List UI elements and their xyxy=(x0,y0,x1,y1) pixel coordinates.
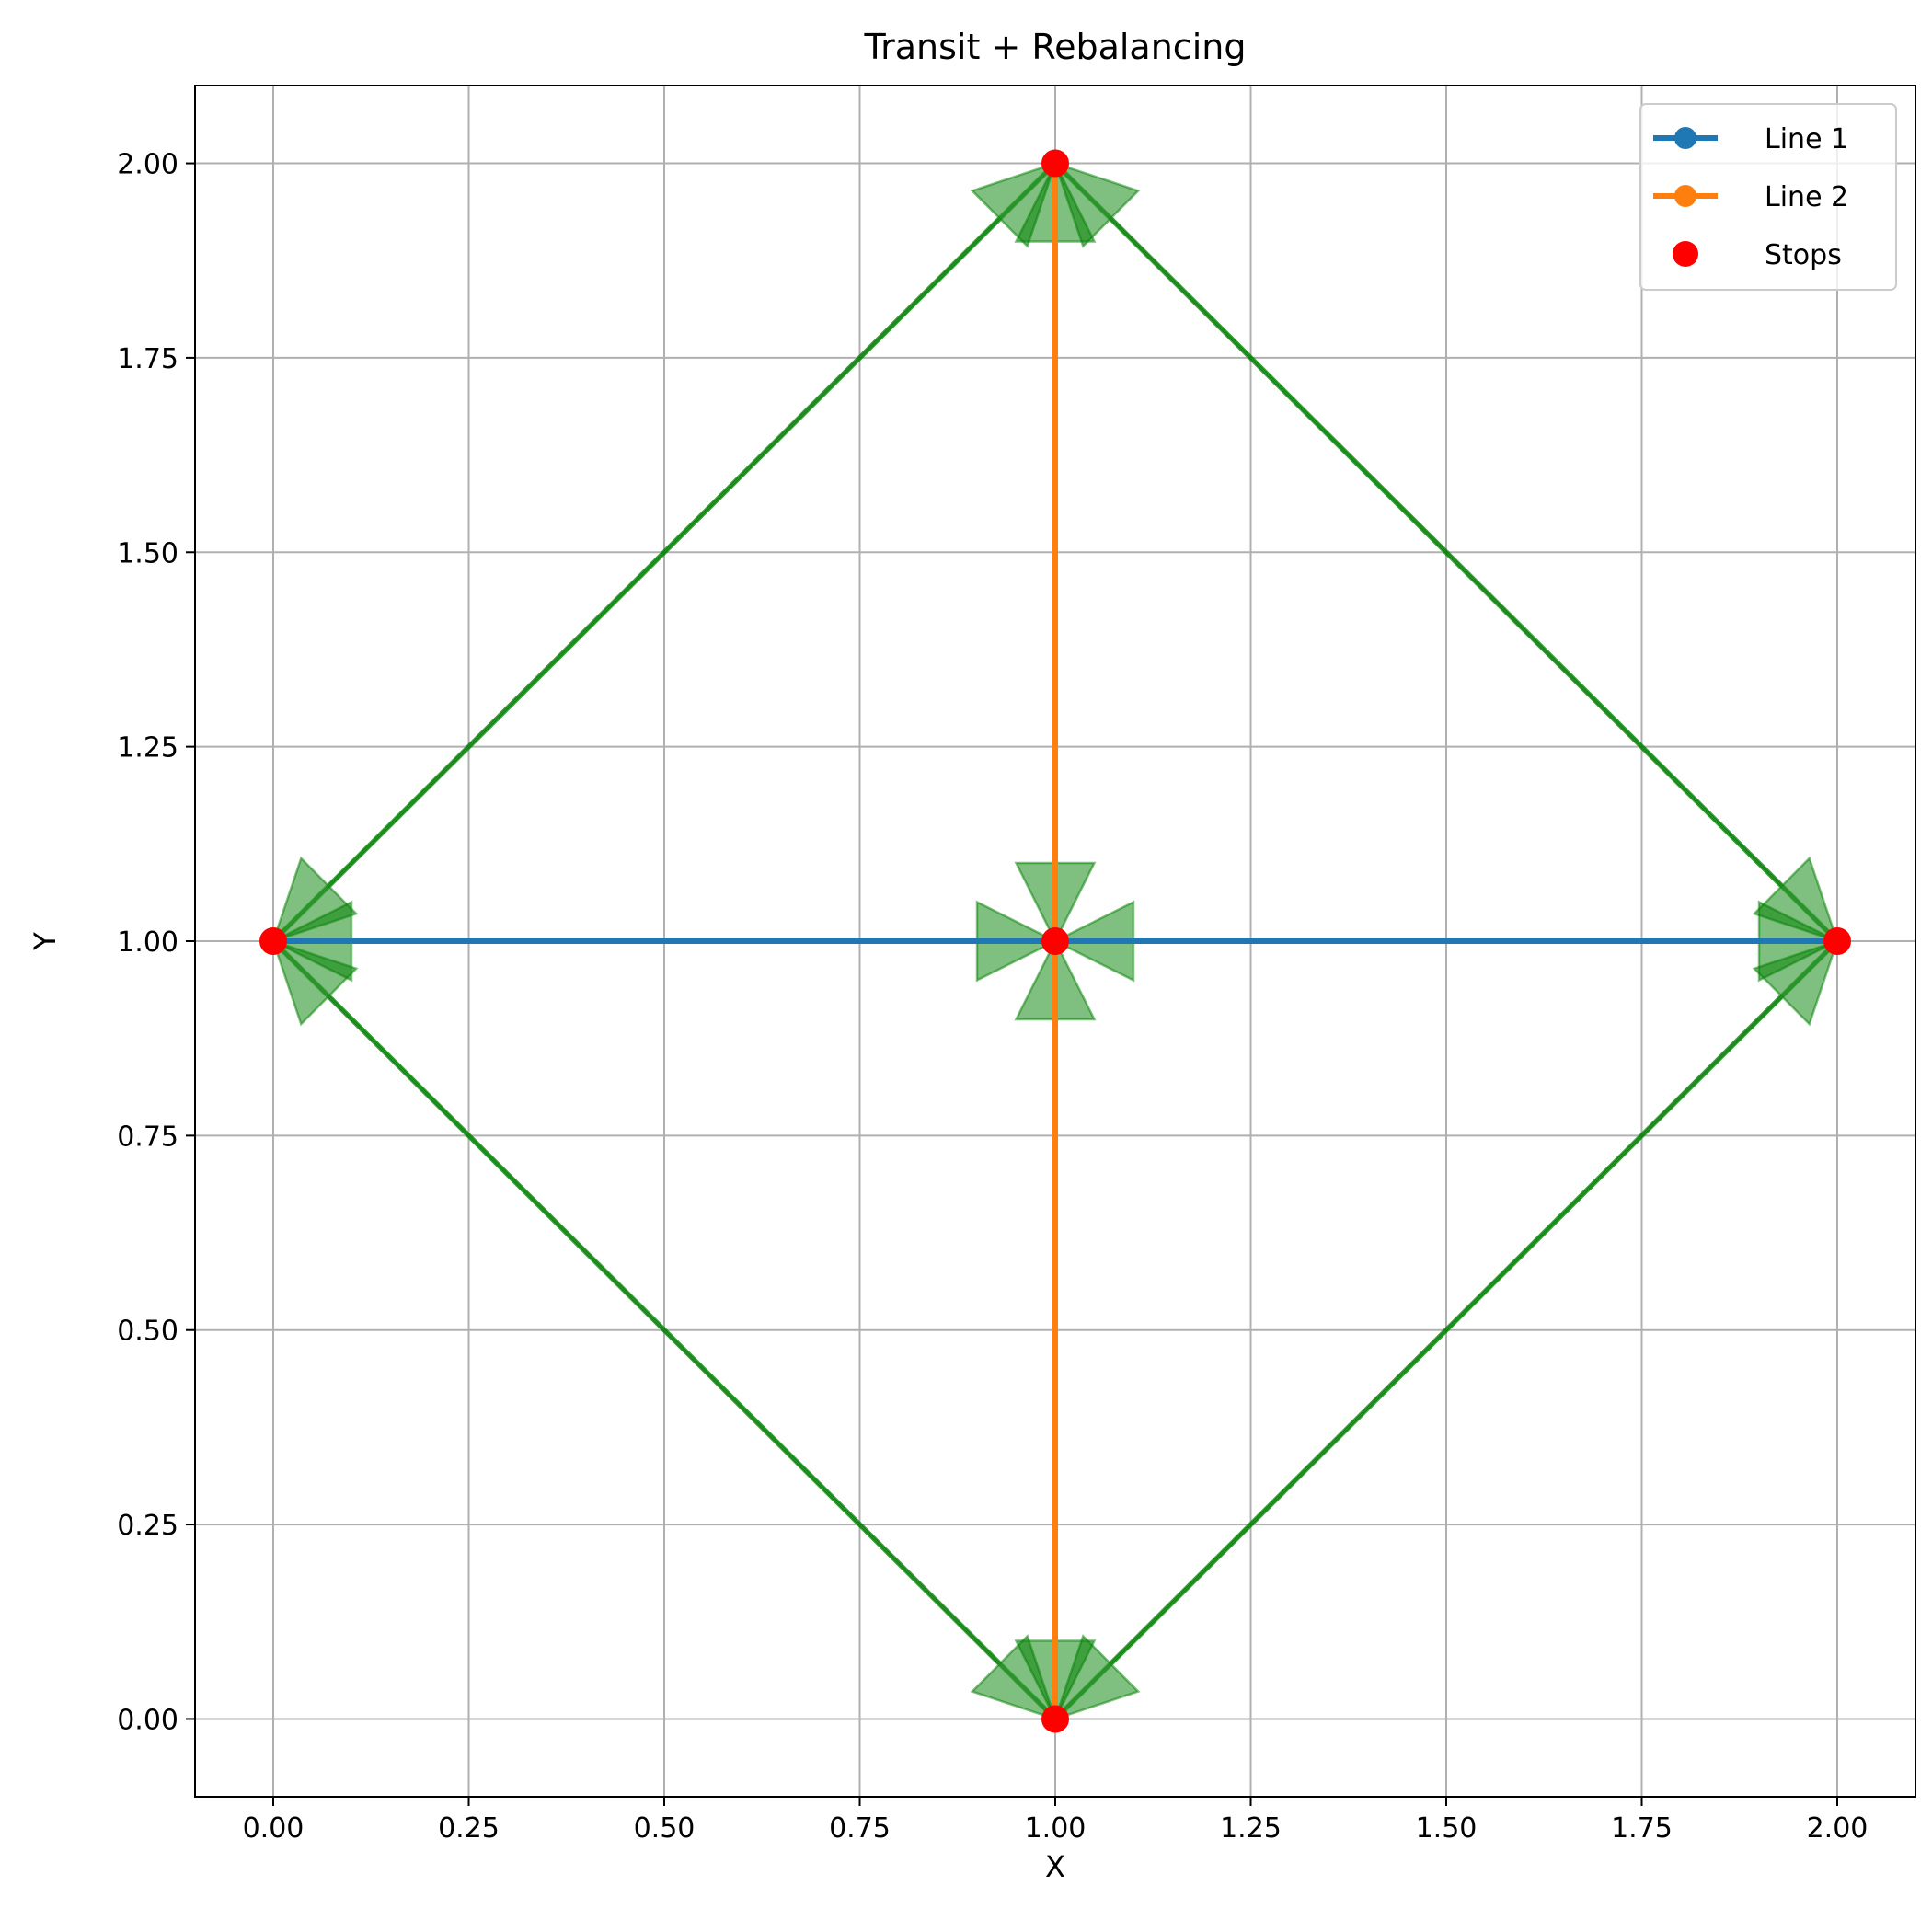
legend-label: Stops xyxy=(1765,239,1842,271)
x-tick-label: 0.25 xyxy=(438,1812,500,1845)
x-tick-label: 1.25 xyxy=(1220,1812,1282,1845)
y-tick-label: 0.50 xyxy=(117,1316,178,1348)
y-tick-label: 2.00 xyxy=(117,149,178,181)
axis-ticks: 0.00 0.25 0.50 0.75 1.00 1.25 1.50 1.75 2.00 0.00… xyxy=(117,149,1868,1845)
x-tick-label: 1.75 xyxy=(1611,1812,1673,1845)
stop-marker xyxy=(1041,927,1069,955)
y-tick-label: 1.75 xyxy=(117,343,178,375)
legend-label: Line 1 xyxy=(1765,123,1848,155)
x-tick-label: 1.50 xyxy=(1416,1812,1478,1845)
x-axis-label: X xyxy=(1045,1849,1065,1884)
chart-title: Transit + Rebalancing xyxy=(864,27,1247,67)
legend-label: Line 2 xyxy=(1765,181,1848,213)
legend-marker-2 xyxy=(1674,185,1696,207)
x-tick-label: 1.00 xyxy=(1025,1812,1087,1845)
x-tick-label: 0.00 xyxy=(243,1812,305,1845)
legend-marker-1 xyxy=(1674,127,1696,149)
x-tick-label: 2.00 xyxy=(1807,1812,1869,1845)
y-tick-label: 1.00 xyxy=(117,926,178,959)
stop-marker xyxy=(1041,149,1069,178)
y-axis-label: Y xyxy=(28,932,63,951)
stop-marker xyxy=(1041,1705,1069,1733)
rebalancing-arrows xyxy=(270,160,1840,1722)
legend-box xyxy=(1639,103,1897,291)
y-tick-label: 1.25 xyxy=(117,732,178,765)
y-tick-label: 0.25 xyxy=(117,1510,178,1542)
stop-marker xyxy=(259,927,287,955)
stop-marker xyxy=(1823,927,1851,955)
y-tick-label: 0.75 xyxy=(117,1121,178,1153)
legend-marker-stops xyxy=(1673,241,1698,267)
y-tick-label: 1.50 xyxy=(117,537,178,569)
legend: Line 1 Line 2 Stops xyxy=(1639,103,1897,291)
stops xyxy=(259,149,1851,1733)
x-tick-label: 0.75 xyxy=(829,1812,891,1845)
y-tick-label: 0.00 xyxy=(117,1704,178,1736)
x-tick-label: 0.50 xyxy=(634,1812,696,1845)
